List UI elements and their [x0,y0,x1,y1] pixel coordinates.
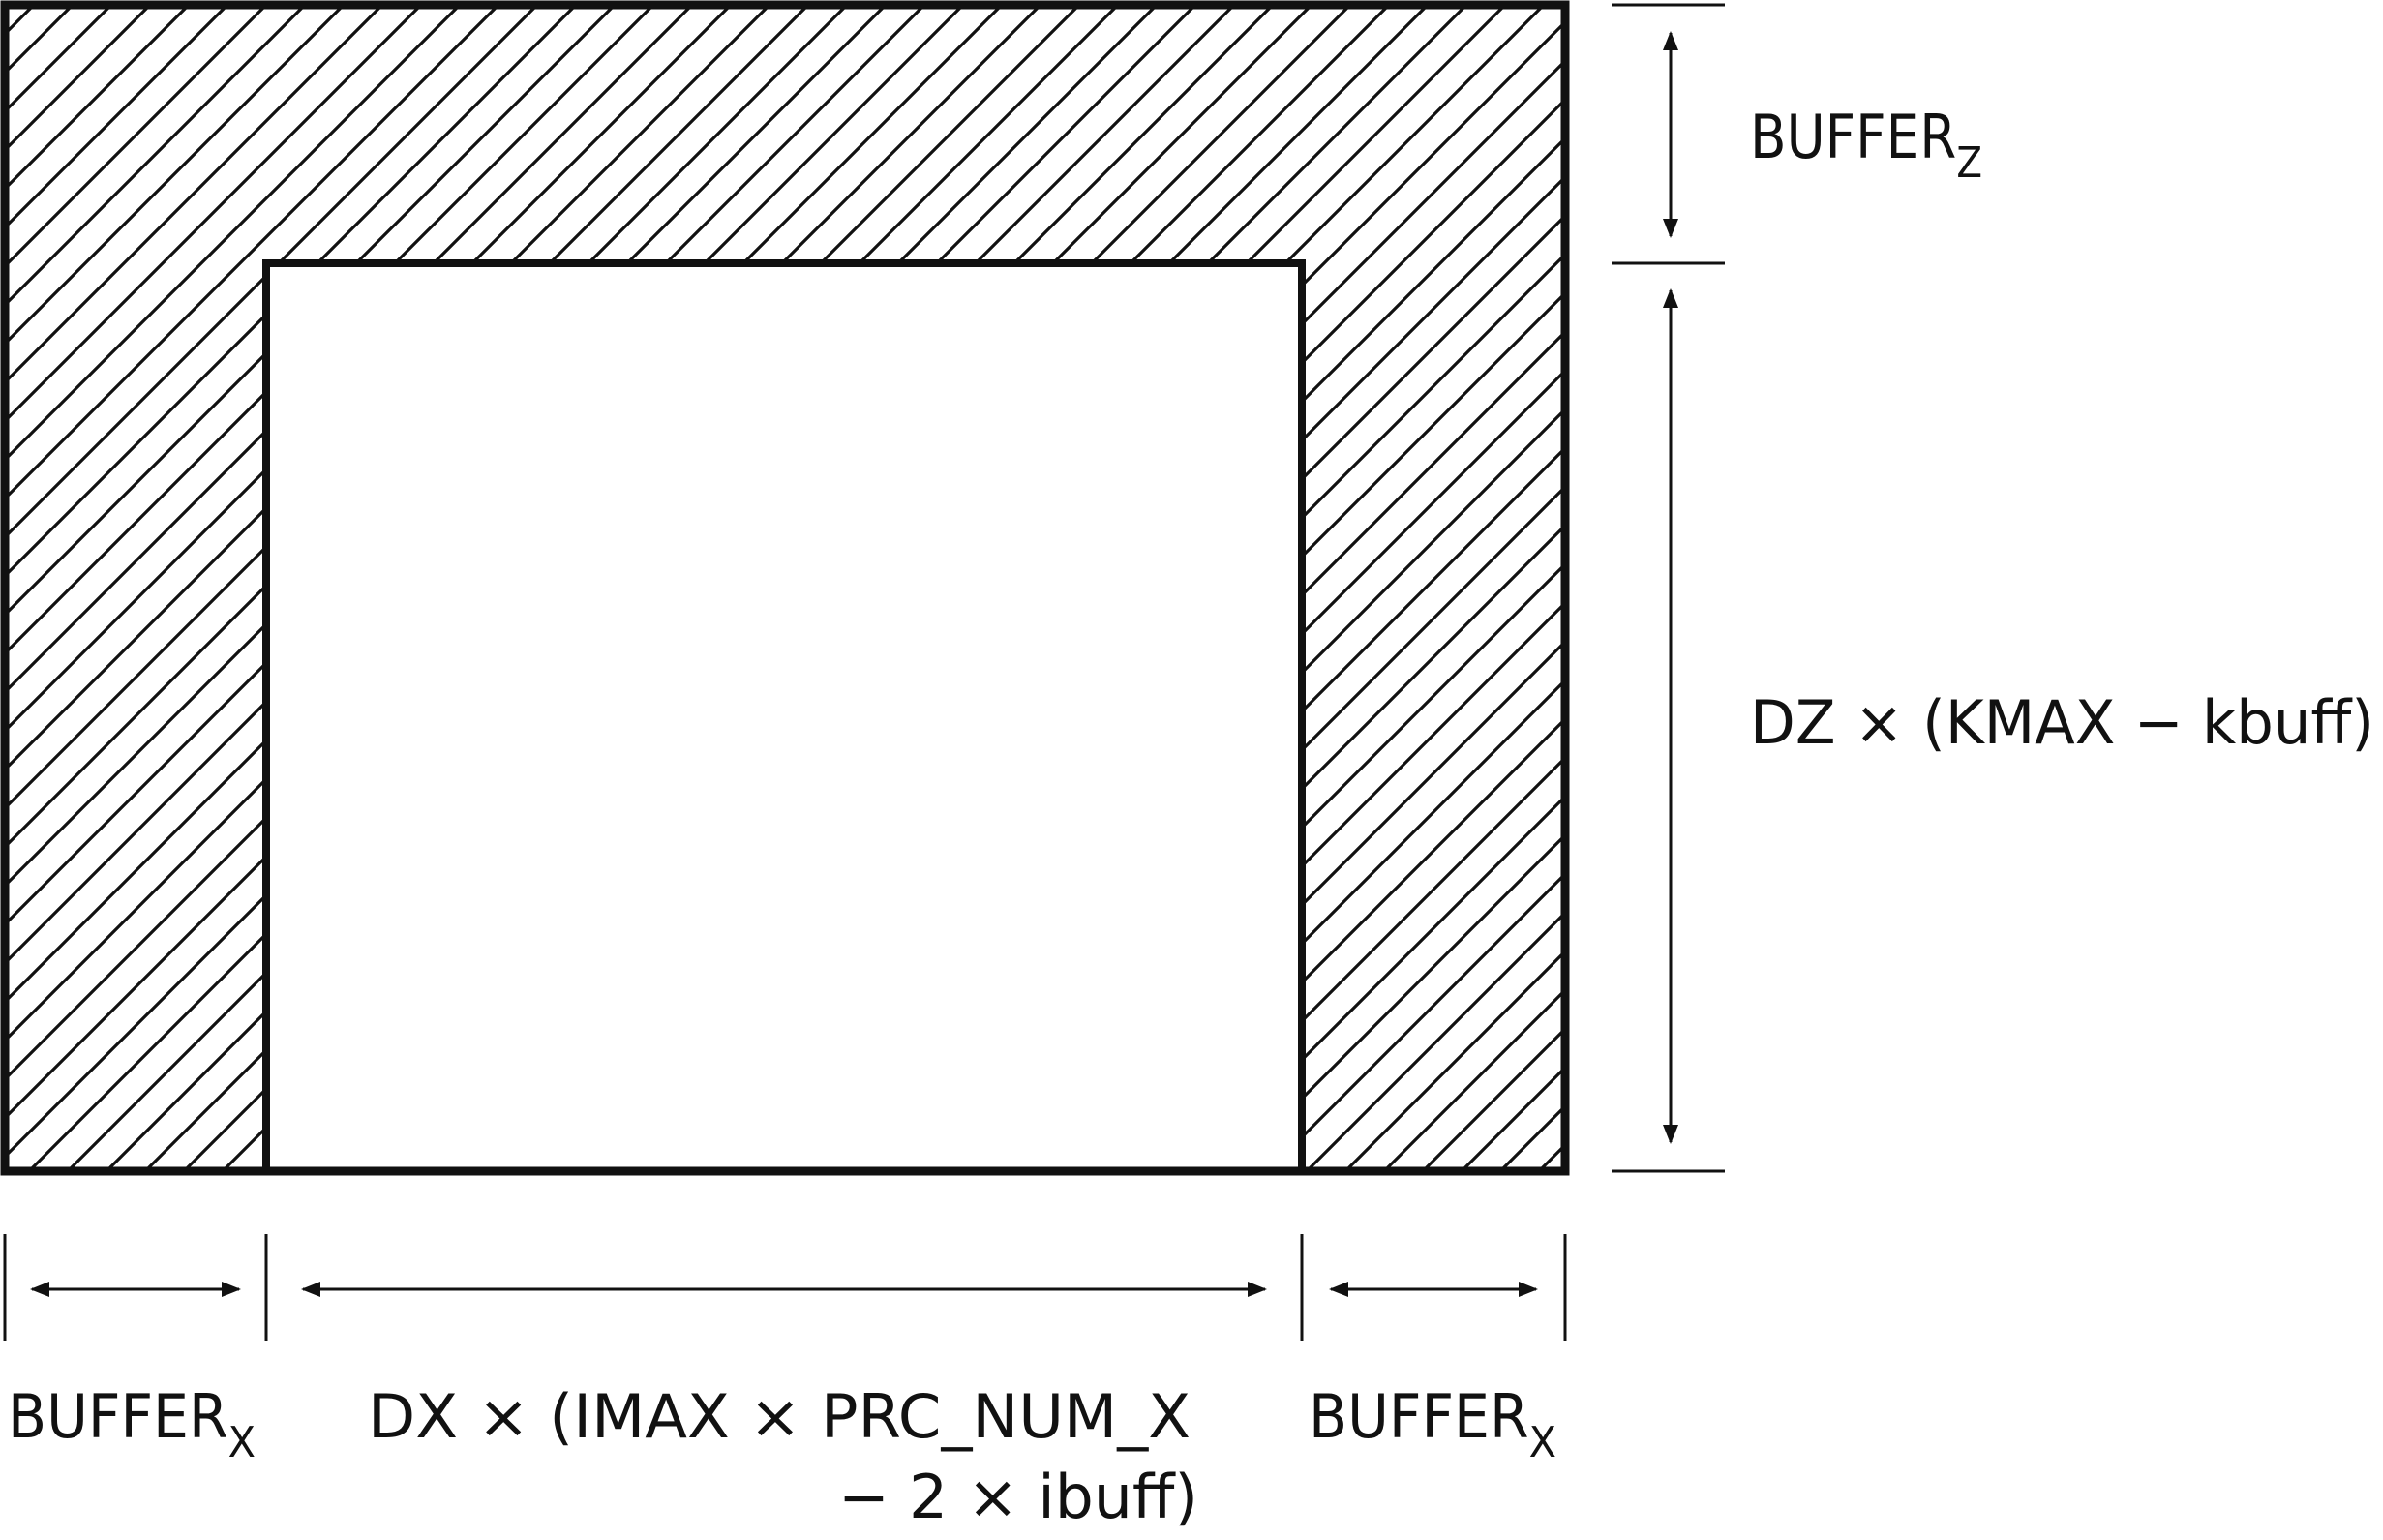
buffer-x-right-label: BUFFERX [1309,1381,1556,1467]
buffer-z-label-main: BUFFER [1750,102,1956,172]
buffer-x-left-label-main: BUFFER [8,1381,228,1452]
dx-width-label-line1: DX × (IMAX × PRC_NUM_X [368,1381,1191,1452]
buffer-x-right-label-main: BUFFER [1309,1381,1529,1452]
buffer-z-label: BUFFERZ [1750,102,1982,188]
dz-height-label: DZ × (KMAX − kbuff) [1750,687,2374,758]
inner-region [262,259,1306,1175]
buffer-x-left-label: BUFFERX [8,1381,256,1467]
dx-width-label-line2: − 2 × ibuff) [838,1462,1198,1532]
buffer-x-left-label-sub: X [228,1418,256,1467]
buffer-z-label-sub: Z [1956,138,1982,188]
buffer-x-right-label-sub: X [1529,1418,1556,1467]
